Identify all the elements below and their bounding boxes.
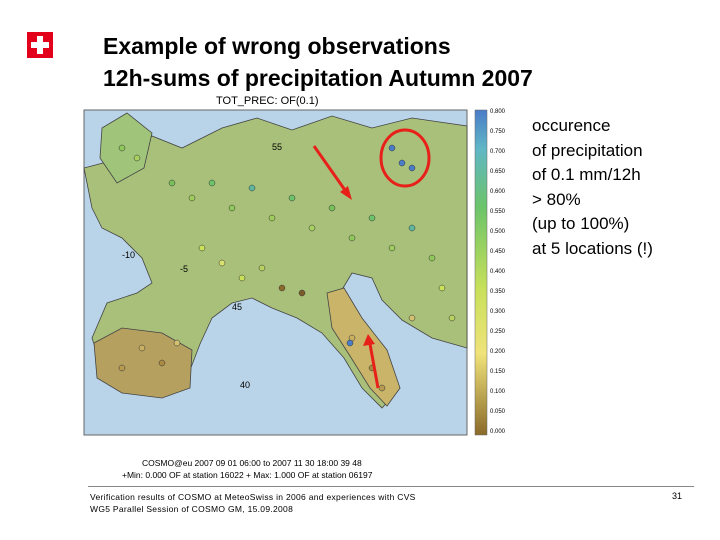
map-label-55: 55 [272,142,282,152]
cbar-label: 0.750 [490,129,506,135]
map-label-40: 40 [240,380,250,390]
colorbar [474,109,488,436]
note-line: occurence [532,116,611,135]
swiss-cross-logo [27,32,53,58]
footer-text: Verification results of COSMO at MeteoSw… [90,491,416,515]
cbar-label: 0.100 [490,389,506,395]
colorbar-labels: 0.800 0.750 0.700 0.650 0.600 0.550 0.50… [490,109,506,435]
italy-land [326,287,401,407]
notes-block: occurence of precipitation of 0.1 mm/12h… [532,114,653,261]
british-isles-land [99,112,153,184]
footer-line-2: WG5 Parallel Session of COSMO GM, 15.09.… [90,504,294,514]
figure-info-line-1: COSMO@eu 2007 09 01 06:00 to 2007 11 30 … [142,458,362,468]
title-line-1: Example of wrong observations [103,33,451,59]
map-label-minus10: -10 [122,250,135,260]
iberia-land [93,327,193,399]
footer-divider [88,486,694,487]
footer-line-1: Verification results of COSMO at MeteoSw… [90,492,416,502]
cbar-label: 0.600 [490,189,506,195]
slide-title: Example of wrong observations 12h-sums o… [103,30,533,94]
cbar-label: 0.300 [490,309,506,315]
red-arrow-italy-head [363,334,375,346]
note-line: of 0.1 mm/12h [532,165,641,184]
cbar-label: 0.000 [490,429,506,435]
map-label-minus5: -5 [180,264,188,274]
cbar-label: 0.450 [490,249,506,255]
figure-caption: TOT_PREC: OF(0.1) [216,95,318,107]
page-number: 31 [672,491,683,501]
figure-info-line-2: +Min: 0.000 OF at station 16022 + Max: 1… [122,470,373,480]
cbar-label: 0.150 [490,369,506,375]
cbar-label: 0.550 [490,209,506,215]
cbar-label: 0.250 [490,329,506,335]
red-arrow-italy [368,343,380,389]
precipitation-map-figure: 55 -10 -5 45 40 TOT_PREC: OF(0.1) 0.800 … [83,95,506,480]
cbar-label: 0.400 [490,269,506,275]
station-markers [118,144,456,392]
map-label-45: 45 [232,302,242,312]
note-line: > 80% [532,189,581,209]
note-line: at 5 locations (!) [532,238,653,258]
cbar-label: 0.050 [490,409,506,415]
red-arrow-north [312,145,349,194]
cbar-label: 0.350 [490,289,506,295]
continent-land [83,115,468,409]
cbar-label: 0.500 [490,229,506,235]
title-line-2: 12h-sums of precipitation Autumn 2007 [103,65,533,91]
highlight-circle [379,128,431,188]
cbar-label: 0.200 [490,349,506,355]
note-line: of precipitation [532,140,643,160]
red-arrow-north-head [340,186,352,200]
cbar-label: 0.800 [490,109,506,115]
cbar-label: 0.700 [490,149,506,155]
cbar-label: 0.650 [490,169,506,175]
note-line: (up to 100%) [532,214,630,233]
